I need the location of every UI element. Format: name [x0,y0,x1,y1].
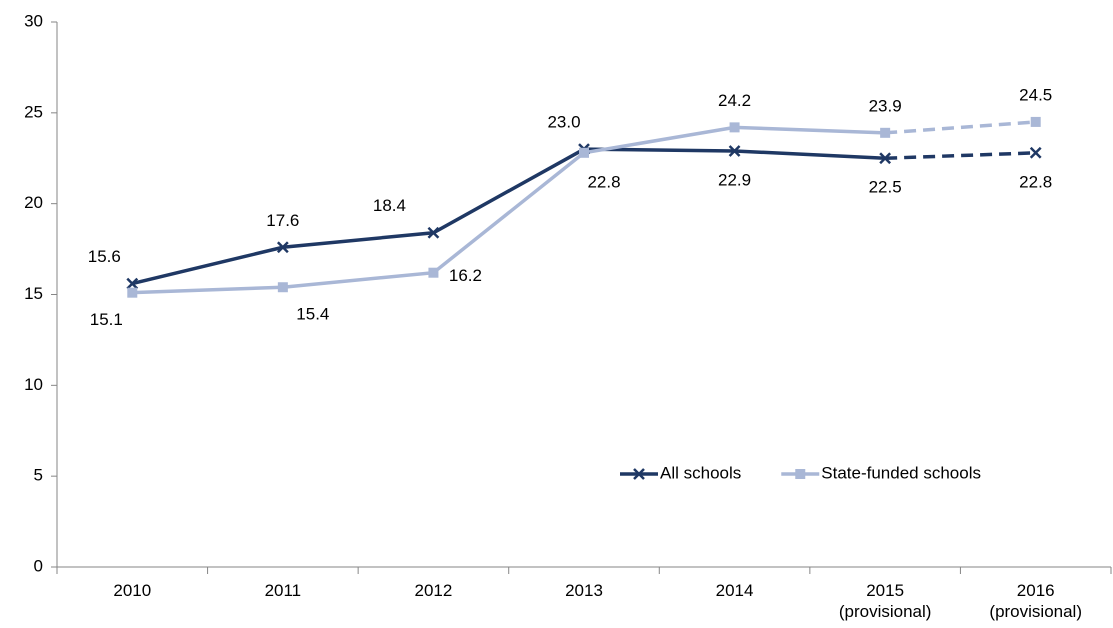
data-label: 22.8 [587,172,620,191]
data-label: 18.4 [373,196,406,215]
data-label: 22.9 [718,170,751,189]
marker [880,127,891,138]
data-label: 23.0 [547,113,580,132]
x-tick-label: 2012 [414,581,453,600]
y-tick-label: 25 [24,102,43,121]
y-tick-label: 30 [24,11,43,30]
x-tick-label: 2015 (provisional) [838,581,932,621]
series-line [132,125,886,295]
data-label: 24.5 [1019,85,1052,104]
legend-marker [633,468,645,480]
y-tick-label: 5 [34,466,43,485]
data-label: 22.8 [1019,172,1052,191]
y-tick-label: 15 [24,284,43,303]
data-label: 15.6 [88,247,121,266]
legend-marker [795,469,806,479]
x-tick-label: 2013 [565,581,603,600]
marker [276,241,289,254]
data-label: 16.2 [449,266,482,285]
data-label: 23.9 [869,96,902,115]
marker [579,147,589,158]
y-tick-label: 0 [34,556,43,575]
series-line [131,147,886,286]
data-label: 15.1 [90,310,123,329]
marker [427,226,440,239]
marker [126,277,139,290]
y-tick-label: 10 [24,375,43,394]
legend-label: State-funded schools [821,463,981,482]
data-label: 24.2 [718,91,751,110]
x-tick-label: 2014 [715,581,754,600]
marker [879,152,892,165]
marker [728,145,741,157]
data-label: 22.5 [869,178,902,197]
marker [428,267,439,278]
marker [729,122,740,133]
marker [277,282,288,293]
x-tick-label: 2011 [264,581,302,600]
x-tick-label: 2010 [113,581,152,600]
x-tick-label: 2016 (provisional) [989,581,1082,621]
series-line-dashed [885,120,1036,135]
legend-label: All schools [660,463,741,482]
marker [127,287,138,298]
series-line-dashed [885,151,1036,160]
marker [1030,116,1041,127]
y-tick-label: 20 [24,193,43,212]
data-label: 15.4 [296,305,329,324]
marker [1029,146,1042,159]
data-label: 17.6 [266,211,299,230]
